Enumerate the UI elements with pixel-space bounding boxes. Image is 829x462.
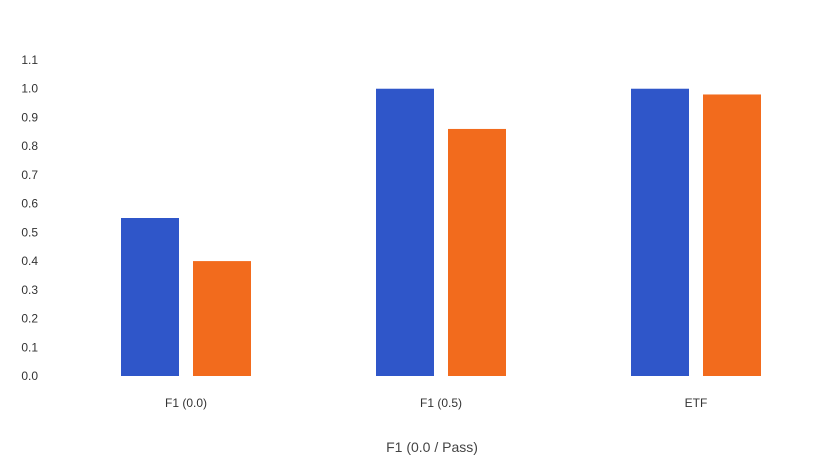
y-tick-label: 0.0: [21, 369, 38, 383]
bar-series-1-1: [121, 218, 179, 376]
x-tick-label: ETF: [685, 396, 708, 410]
x-tick-label: F1 (0.5): [420, 396, 462, 410]
y-tick-label: 0.5: [21, 225, 38, 239]
y-tick-label: 0.1: [21, 340, 38, 354]
bar-series-2-3: [703, 94, 761, 377]
bar-series-2-2: [448, 128, 506, 376]
y-tick-label: 0.4: [21, 254, 38, 268]
bar-series-1-3: [631, 88, 689, 377]
y-tick-label: 1.1: [21, 53, 38, 67]
y-tick-label: 0.8: [21, 139, 38, 153]
x-axis: F1 (0.0) F1 (0.5) ETF: [165, 396, 707, 410]
y-tick-label: 0.3: [21, 283, 38, 297]
y-tick-label: 0.7: [21, 168, 38, 182]
bars: [121, 88, 761, 377]
bar-series-1-2: [376, 88, 434, 377]
y-axis: 0.0 0.1 0.2 0.3 0.4 0.5 0.6 0.7 0.8 0.9 1.0 1.1: [21, 53, 38, 383]
y-tick-label: 0.9: [21, 110, 38, 124]
y-tick-label: 0.2: [21, 312, 38, 326]
bar-series-2-1: [193, 261, 251, 376]
x-axis-title: F1 (0.0 / Pass): [386, 439, 478, 455]
y-tick-label: 1.0: [21, 82, 38, 96]
x-tick-label: F1 (0.0): [165, 396, 207, 410]
y-tick-label: 0.6: [21, 197, 38, 211]
